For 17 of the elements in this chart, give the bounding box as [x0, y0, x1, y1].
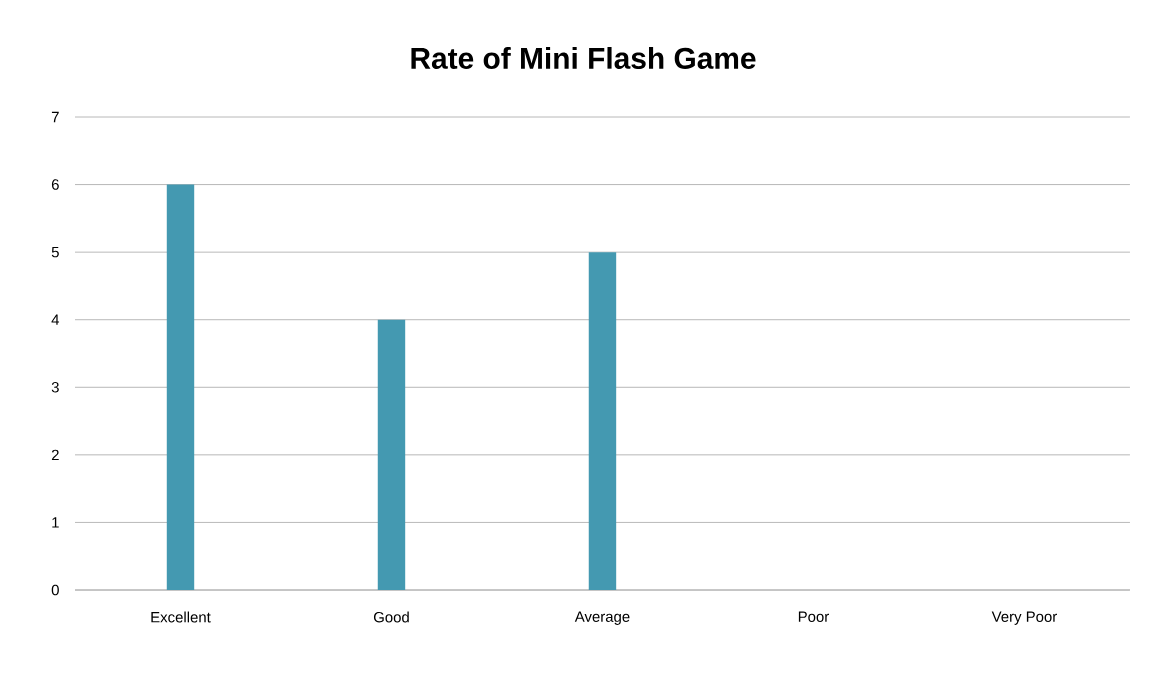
chart-title: Rate of Mini Flash Game	[411, 47, 756, 69]
y-tick-label: 2	[51, 449, 59, 461]
x-tick-label: Average	[574, 611, 630, 625]
y-tick-label: 5	[51, 246, 59, 258]
bar	[166, 184, 195, 590]
y-tick-label: 7	[51, 111, 59, 123]
x-tick-label: Excellent	[151, 611, 211, 623]
y-tick-label: 6	[51, 179, 59, 190]
bar	[377, 319, 406, 590]
y-tick-label: 0	[51, 584, 59, 596]
x-tick-label: Good	[373, 611, 409, 623]
bar	[588, 252, 617, 590]
y-tick-label: 4	[51, 314, 60, 325]
x-tick-label: Poor	[798, 611, 829, 622]
x-tick-label: Very Poor	[991, 611, 1057, 625]
y-tick-label: 3	[51, 381, 59, 393]
y-tick-label: 1	[52, 517, 59, 528]
